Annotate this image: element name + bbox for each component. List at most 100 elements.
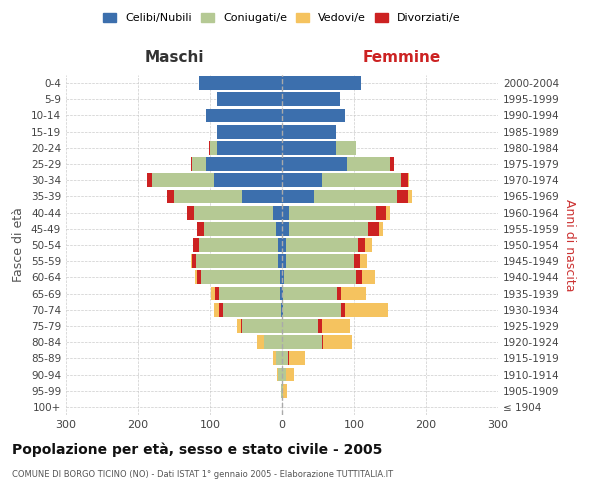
Bar <box>187 206 194 220</box>
Bar <box>282 270 284 284</box>
Bar <box>241 319 242 333</box>
Bar <box>386 206 390 220</box>
Bar <box>365 238 372 252</box>
Bar <box>282 190 314 203</box>
Bar <box>277 368 278 382</box>
Bar <box>215 286 218 300</box>
Bar <box>337 286 341 300</box>
Bar <box>199 76 282 90</box>
Bar <box>217 141 282 154</box>
Bar <box>368 222 379 235</box>
Bar <box>282 206 289 220</box>
Bar <box>211 286 215 300</box>
Bar <box>274 206 282 220</box>
Bar <box>276 352 282 365</box>
Bar <box>204 222 276 235</box>
Bar <box>191 254 192 268</box>
Bar <box>322 174 401 187</box>
Bar <box>397 190 408 203</box>
Bar <box>192 157 206 171</box>
Bar <box>281 384 282 398</box>
Bar <box>282 157 347 171</box>
Bar <box>408 190 412 203</box>
Bar <box>282 92 340 106</box>
Bar <box>192 254 196 268</box>
Bar <box>322 336 323 349</box>
Y-axis label: Anni di nascita: Anni di nascita <box>563 198 576 291</box>
Bar <box>217 125 282 138</box>
Bar <box>323 336 352 349</box>
Bar <box>210 141 217 154</box>
Bar <box>401 174 408 187</box>
Bar <box>282 254 286 268</box>
Bar <box>322 319 350 333</box>
Bar <box>217 92 282 106</box>
Bar <box>278 238 282 252</box>
Bar <box>195 270 197 284</box>
Bar <box>282 352 288 365</box>
Bar <box>242 319 282 333</box>
Bar <box>283 384 287 398</box>
Bar <box>200 270 280 284</box>
Bar <box>390 157 394 171</box>
Bar <box>193 238 199 252</box>
Bar <box>288 352 289 365</box>
Bar <box>206 157 282 171</box>
Bar <box>356 270 362 284</box>
Bar <box>283 303 341 316</box>
Bar <box>194 206 274 220</box>
Legend: Celibi/Nubili, Coniugati/e, Vedovi/e, Divorziati/e: Celibi/Nubili, Coniugati/e, Vedovi/e, Di… <box>99 8 465 28</box>
Bar <box>284 270 356 284</box>
Bar <box>282 108 346 122</box>
Bar <box>197 270 200 284</box>
Bar <box>376 206 386 220</box>
Bar <box>282 319 318 333</box>
Bar <box>341 286 366 300</box>
Bar <box>242 190 282 203</box>
Bar <box>280 270 282 284</box>
Bar <box>282 336 322 349</box>
Bar <box>282 368 286 382</box>
Bar <box>209 141 210 154</box>
Bar <box>282 384 283 398</box>
Bar <box>282 76 361 90</box>
Bar <box>206 108 282 122</box>
Bar <box>196 254 278 268</box>
Bar <box>281 303 282 316</box>
Bar <box>167 190 174 203</box>
Bar <box>286 238 358 252</box>
Bar <box>282 174 322 187</box>
Bar <box>282 303 283 316</box>
Bar <box>223 303 281 316</box>
Bar <box>341 303 344 316</box>
Bar <box>218 286 280 300</box>
Y-axis label: Fasce di età: Fasce di età <box>13 208 25 282</box>
Bar <box>362 270 375 284</box>
Bar <box>336 141 356 154</box>
Bar <box>289 206 376 220</box>
Bar <box>146 174 152 187</box>
Bar <box>282 125 336 138</box>
Bar <box>197 222 204 235</box>
Bar <box>238 319 241 333</box>
Bar <box>282 238 286 252</box>
Bar <box>257 336 264 349</box>
Bar <box>314 190 397 203</box>
Bar <box>354 254 360 268</box>
Bar <box>214 303 220 316</box>
Bar <box>214 174 282 187</box>
Bar <box>191 157 192 171</box>
Bar <box>278 368 282 382</box>
Bar <box>272 352 276 365</box>
Text: Maschi: Maschi <box>144 50 204 65</box>
Bar <box>220 303 223 316</box>
Text: Popolazione per età, sesso e stato civile - 2005: Popolazione per età, sesso e stato civil… <box>12 442 382 457</box>
Bar <box>276 222 282 235</box>
Bar <box>264 336 282 349</box>
Bar <box>379 222 383 235</box>
Bar <box>347 157 390 171</box>
Bar <box>199 238 278 252</box>
Bar <box>360 254 367 268</box>
Bar <box>283 286 337 300</box>
Bar <box>280 286 282 300</box>
